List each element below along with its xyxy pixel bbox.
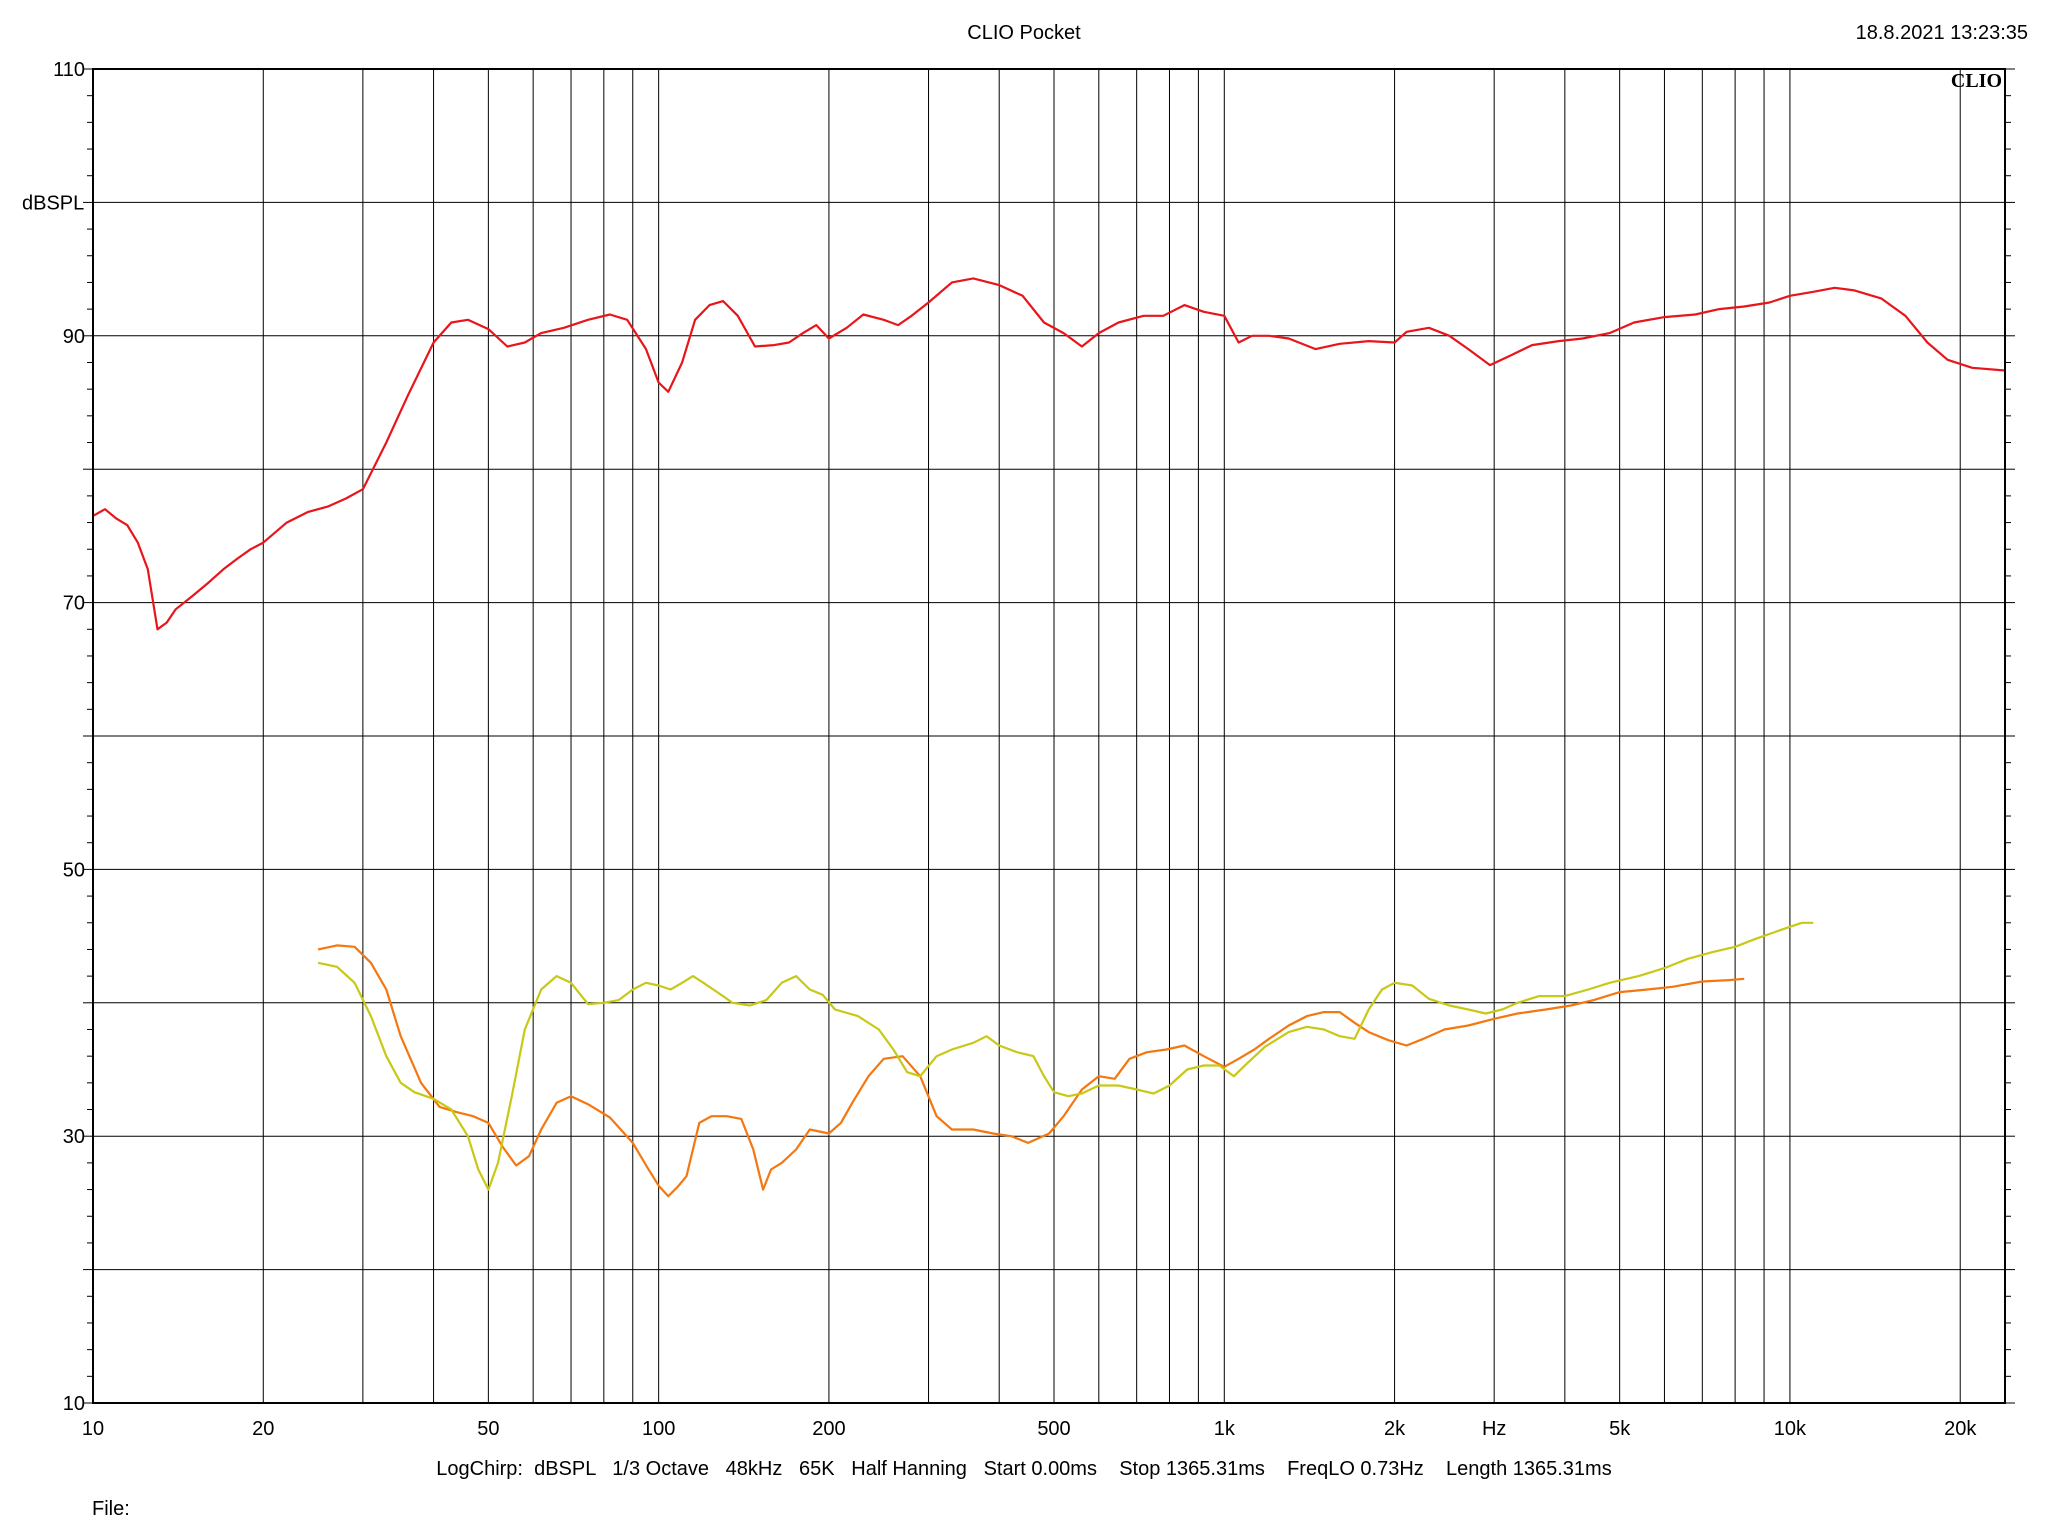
chart-title: CLIO Pocket: [967, 22, 1081, 44]
x-tick-label: 2k: [1384, 1418, 1406, 1440]
file-label: File:: [92, 1498, 130, 1520]
x-tick-label: 1k: [1214, 1418, 1236, 1440]
series-line-2: [317, 944, 1745, 1198]
x-tick-label: 20k: [1944, 1418, 1977, 1440]
axis-ticks: 110 90 70 50 30 10 10 20 50 100 200 500 1k 2k 5k 10k 20k: [53, 59, 2015, 1440]
y-tick-label: 90: [63, 326, 85, 348]
series-line-1: [92, 277, 2006, 631]
y-axis-label: dBSPL: [22, 192, 84, 214]
y-tick-label: 70: [63, 593, 85, 615]
x-tick-label: 10k: [1774, 1418, 1807, 1440]
x-axis-label: Hz: [1482, 1418, 1506, 1440]
x-tick-label: 500: [1037, 1418, 1070, 1440]
clio-watermark-logo: CLIO: [1951, 70, 2002, 92]
x-tick-label: 20: [252, 1418, 274, 1440]
y-tick-label: 10: [63, 1393, 85, 1415]
x-tick-label: 10: [82, 1418, 104, 1440]
x-tick-label: 50: [477, 1418, 499, 1440]
x-tick-label: 200: [812, 1418, 845, 1440]
series-line-3: [317, 921, 1814, 1191]
x-tick-label: 100: [642, 1418, 675, 1440]
y-tick-label: 110: [53, 59, 85, 81]
x-tick-label: 5k: [1609, 1418, 1631, 1440]
y-tick-label: 30: [63, 1126, 85, 1148]
y-tick-label: 50: [63, 859, 85, 881]
measurement-settings: LogChirp: dBSPL 1/3 Octave 48kHz 65K Hal…: [436, 1458, 1612, 1480]
plot-grid: [93, 69, 2005, 1403]
plot-series: [92, 277, 2006, 1198]
measurement-timestamp: 18.8.2021 13:23:35: [1855, 22, 2028, 44]
file-line: File:: [92, 1498, 138, 1521]
